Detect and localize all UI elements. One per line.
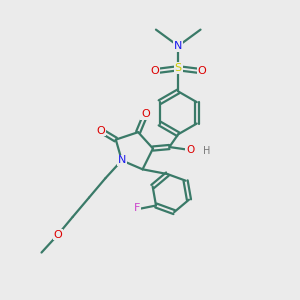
Text: O: O: [97, 126, 105, 136]
Text: N: N: [118, 155, 126, 165]
Text: O: O: [141, 109, 150, 119]
Text: O: O: [150, 66, 159, 76]
Text: N: N: [174, 41, 182, 51]
Text: H: H: [203, 146, 210, 157]
Text: O: O: [53, 230, 62, 240]
Text: O: O: [186, 145, 194, 155]
Text: S: S: [175, 63, 182, 73]
Text: O: O: [198, 66, 206, 76]
Text: F: F: [134, 203, 140, 214]
